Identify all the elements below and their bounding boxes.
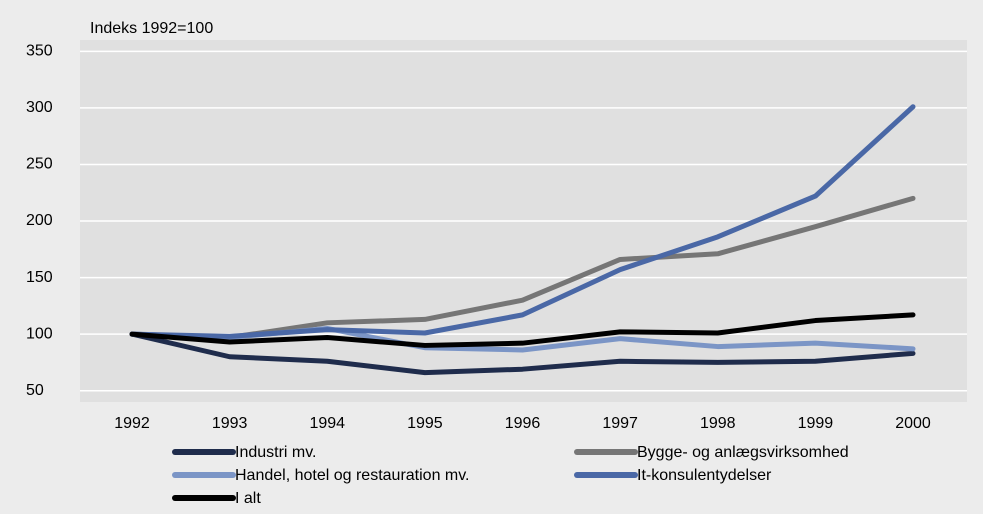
legend-label: It-konsulentydelser bbox=[637, 467, 772, 484]
x-tick-label: 1993 bbox=[212, 415, 248, 432]
y-tick-label: 300 bbox=[26, 99, 53, 116]
x-tick-label: 1999 bbox=[798, 415, 834, 432]
x-tick-label: 1995 bbox=[407, 415, 443, 432]
x-tick-label: 1994 bbox=[309, 415, 345, 432]
x-tick-label: 1996 bbox=[505, 415, 541, 432]
series-line bbox=[129, 104, 916, 339]
y-tick-label: 100 bbox=[26, 325, 53, 342]
legend-label: Handel, hotel og restauration mv. bbox=[235, 467, 470, 484]
y-tick-label: 50 bbox=[26, 382, 44, 399]
legend-label: Bygge- og anlægsvirksomhed bbox=[637, 444, 849, 461]
legend-label: I alt bbox=[235, 490, 261, 507]
series-line bbox=[129, 331, 916, 376]
x-tick-label: 1997 bbox=[602, 415, 638, 432]
y-tick-label: 150 bbox=[26, 269, 53, 286]
y-tick-label: 350 bbox=[26, 43, 53, 60]
y-tick-label: 250 bbox=[26, 156, 53, 173]
y-tick-label: 200 bbox=[26, 212, 53, 229]
y-axis-label: Indeks 1992=100 bbox=[90, 20, 213, 37]
x-tick-label: 2000 bbox=[895, 415, 931, 432]
series-line bbox=[129, 312, 916, 348]
x-tick-label: 1998 bbox=[700, 415, 736, 432]
x-tick-label: 1992 bbox=[114, 415, 150, 432]
legend-label: Industri mv. bbox=[235, 444, 317, 461]
